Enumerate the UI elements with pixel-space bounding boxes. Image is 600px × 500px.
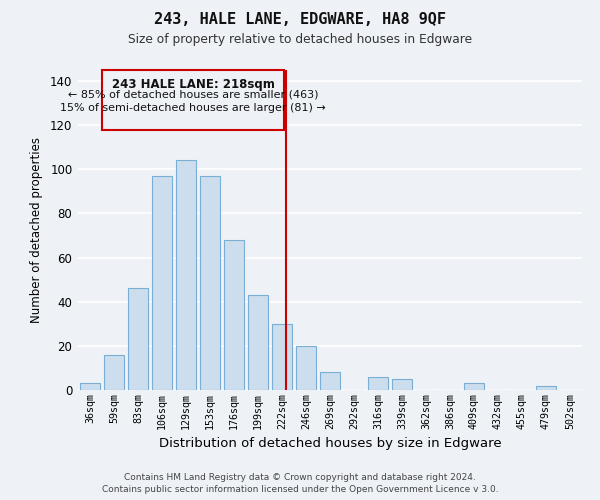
Text: Contains HM Land Registry data © Crown copyright and database right 2024.: Contains HM Land Registry data © Crown c… bbox=[124, 473, 476, 482]
Bar bbox=[248, 295, 268, 390]
Bar bbox=[152, 176, 172, 390]
Text: 243, HALE LANE, EDGWARE, HA8 9QF: 243, HALE LANE, EDGWARE, HA8 9QF bbox=[154, 12, 446, 28]
FancyBboxPatch shape bbox=[102, 70, 284, 130]
Bar bbox=[392, 379, 412, 390]
Bar bbox=[272, 324, 292, 390]
Bar bbox=[464, 384, 484, 390]
Bar bbox=[320, 372, 340, 390]
Bar bbox=[128, 288, 148, 390]
Y-axis label: Number of detached properties: Number of detached properties bbox=[30, 137, 43, 323]
Text: 243 HALE LANE: 218sqm: 243 HALE LANE: 218sqm bbox=[112, 78, 275, 90]
X-axis label: Distribution of detached houses by size in Edgware: Distribution of detached houses by size … bbox=[158, 437, 502, 450]
Bar bbox=[104, 354, 124, 390]
Text: ← 85% of detached houses are smaller (463): ← 85% of detached houses are smaller (46… bbox=[68, 90, 319, 100]
Text: 15% of semi-detached houses are larger (81) →: 15% of semi-detached houses are larger (… bbox=[61, 103, 326, 113]
Bar bbox=[296, 346, 316, 390]
Bar bbox=[368, 377, 388, 390]
Bar bbox=[80, 384, 100, 390]
Text: Size of property relative to detached houses in Edgware: Size of property relative to detached ho… bbox=[128, 32, 472, 46]
Bar bbox=[176, 160, 196, 390]
Bar bbox=[224, 240, 244, 390]
Bar bbox=[536, 386, 556, 390]
Bar bbox=[200, 176, 220, 390]
Text: Contains public sector information licensed under the Open Government Licence v : Contains public sector information licen… bbox=[101, 484, 499, 494]
